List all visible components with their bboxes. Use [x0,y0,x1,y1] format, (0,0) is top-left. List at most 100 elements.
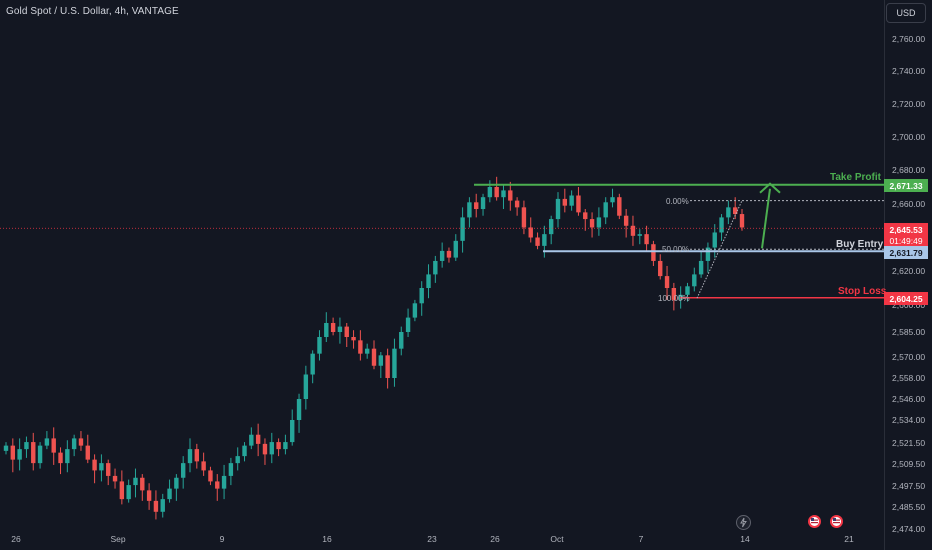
candle-body [78,438,84,446]
candle-body [596,217,602,228]
candle-body [732,207,738,215]
candle-body [392,348,397,378]
candle [126,479,131,503]
candle [399,326,404,356]
candle [180,456,186,489]
lightning-icon[interactable] [736,515,751,530]
candle-body [501,190,506,198]
candle-body [194,449,200,462]
candle [664,265,670,300]
candle [92,454,97,484]
candle [283,434,288,455]
candle [480,193,486,216]
fib-0-label: 0.00% [666,197,689,206]
candle [460,207,465,253]
candle-body [378,355,384,366]
candle-body [187,449,193,464]
x-tick-label: 14 [740,534,750,544]
candle [17,438,22,471]
candle-body [405,317,411,332]
candle-body [3,445,9,451]
candle-body [542,234,547,246]
candle [426,264,431,299]
candle [255,423,261,457]
candle-body [112,475,118,482]
candle [187,438,193,473]
candle-body [508,190,513,201]
candle [221,464,227,500]
candle [610,188,615,208]
candle-body [303,374,309,399]
y-tick-label: 2,509.50 [892,459,926,469]
x-tick-label: 16 [322,534,332,544]
candle-body [153,500,159,512]
candle [658,254,663,280]
candle-body [324,323,329,337]
candle [290,409,295,446]
candle-body [221,475,227,489]
candle-body [371,348,377,366]
candle [351,330,356,349]
candle-body [317,337,322,354]
candle [378,352,384,378]
candle [637,229,642,245]
candle-body [146,490,152,501]
candle [194,443,200,469]
candle [569,190,574,211]
candle-body [610,197,615,203]
candle [371,340,377,370]
us-flag-icon[interactable] [808,515,821,528]
candle-body [419,288,424,304]
candle-body [412,303,418,318]
candle [153,490,159,520]
candle [51,427,56,465]
candle-body [439,250,445,261]
candle [58,447,63,475]
candle [535,232,540,250]
candle-body [528,227,533,238]
us-flag-icon-2[interactable] [830,515,843,528]
y-tick-label: 2,700.00 [892,132,926,142]
candle-body [589,219,595,228]
y-tick-label: 2,534.00 [892,415,926,425]
candle-body [133,477,138,486]
candle [528,217,533,243]
candle-body [167,488,172,500]
candle [215,474,220,501]
candle-body [569,195,574,206]
price-axis[interactable] [884,0,932,550]
candle-body [698,260,704,275]
candle [555,192,561,228]
candle-body [290,420,295,443]
y-tick-label: 2,485.50 [892,502,926,512]
x-tick-label: 9 [219,534,225,544]
candle-body [617,197,622,216]
candle-body [603,202,608,218]
trade-drawings [0,182,884,299]
candle [262,438,268,465]
candle [596,207,602,236]
candle [671,282,677,311]
candle-body [351,337,356,341]
candle-body [344,326,349,337]
candle-body [330,323,336,332]
candle [583,209,588,231]
candle-body [535,237,540,246]
candle-body [160,499,165,512]
candle-body [494,187,499,198]
candle-body [630,225,636,236]
candle-body [685,286,690,295]
candle [494,176,499,201]
candle [228,457,234,486]
candle [508,181,513,211]
candle [651,240,656,266]
candle [439,242,445,268]
candle-body [623,215,629,226]
candle-body [705,247,711,261]
candle [119,470,125,505]
currency-button[interactable]: USD [886,3,926,23]
candle [467,197,472,228]
candle [112,468,118,489]
candle-body [726,207,731,218]
